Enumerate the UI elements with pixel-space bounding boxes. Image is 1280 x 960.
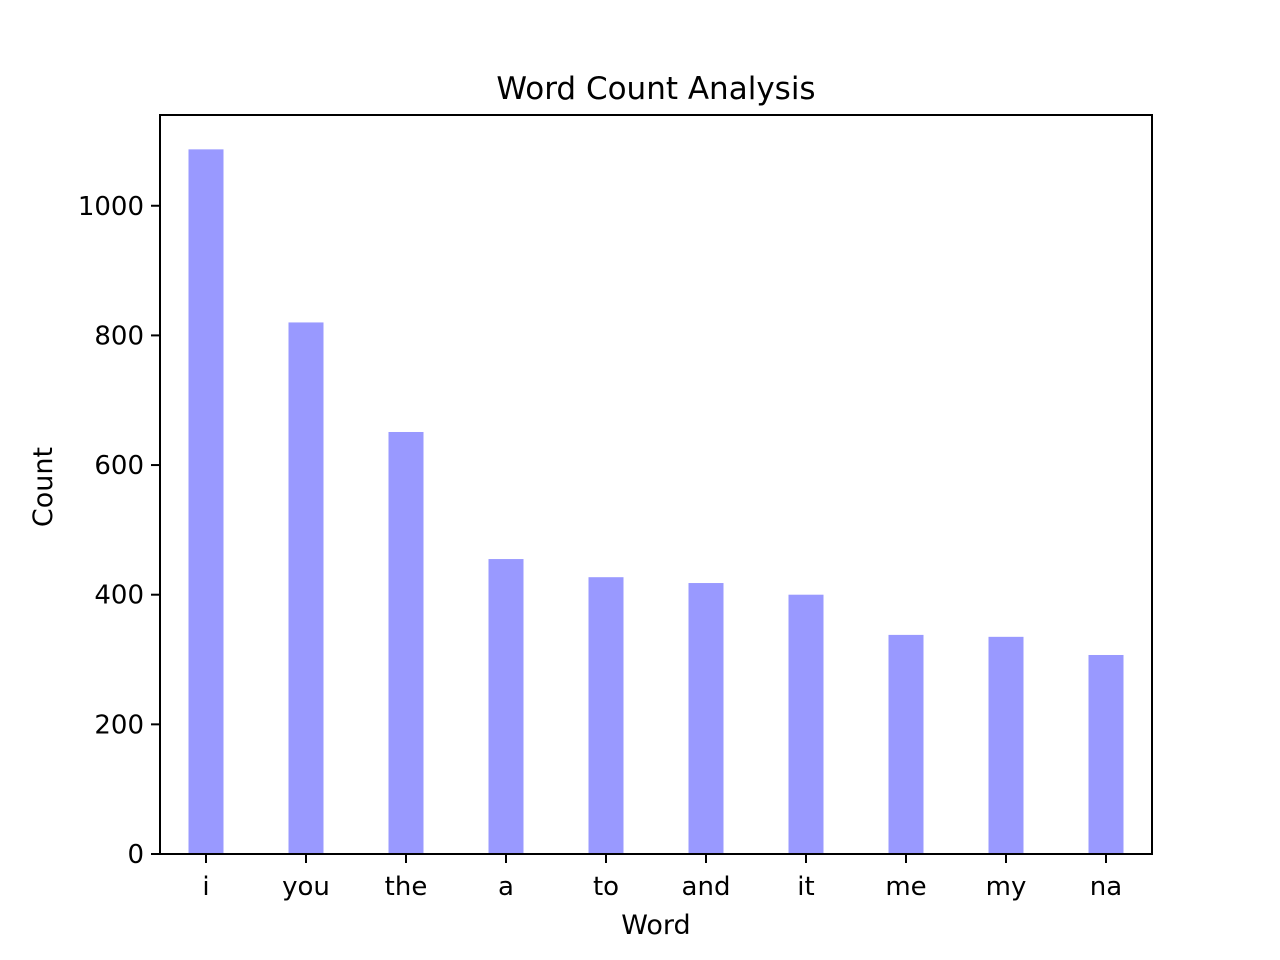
y-tick-label: 800 [94, 321, 144, 351]
bar-and [688, 583, 724, 854]
bar-na [1088, 654, 1124, 854]
bar-you [288, 322, 324, 854]
chart-title: Word Count Analysis [496, 71, 815, 107]
bar-me [888, 634, 924, 854]
x-axis-label: Word [621, 910, 690, 941]
x-tick-label: it [797, 872, 814, 902]
y-tick-label: 200 [94, 710, 144, 740]
y-axis-label: Count [28, 447, 59, 527]
x-tick-label: na [1090, 872, 1122, 902]
x-tick-label: you [282, 872, 330, 902]
bar-to [588, 577, 624, 854]
x-tick-label: to [593, 872, 619, 902]
x-tick-label: the [385, 872, 428, 902]
x-tick-label: my [986, 872, 1027, 902]
x-tick-label: i [202, 872, 209, 902]
y-tick-label: 1000 [78, 192, 144, 222]
y-tick-label: 600 [94, 451, 144, 481]
y-tick-label: 400 [94, 581, 144, 611]
x-tick-label: me [885, 872, 926, 902]
x-axis: i you the a to and it me my na [202, 854, 1122, 902]
bar-a [488, 559, 524, 854]
bar-my [988, 636, 1024, 854]
bars-group [188, 149, 1124, 855]
bar-it [788, 594, 824, 854]
x-tick-label: a [498, 872, 514, 902]
y-tick-label: 0 [127, 840, 144, 870]
plot-frame [159, 114, 1153, 855]
bar-the [388, 431, 424, 854]
y-axis: 0 200 400 600 800 1000 [78, 192, 160, 870]
bar-i [188, 149, 224, 855]
x-tick-label: and [682, 872, 731, 902]
